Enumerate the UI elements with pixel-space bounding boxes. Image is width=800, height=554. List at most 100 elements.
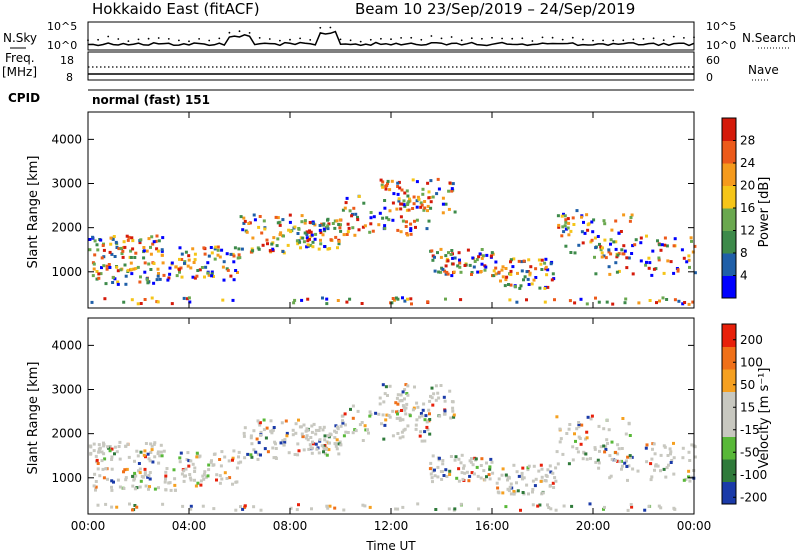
velocity-cell bbox=[504, 505, 508, 509]
power-cell bbox=[659, 248, 663, 252]
velocity-cell bbox=[555, 450, 559, 454]
power-cell bbox=[413, 219, 416, 223]
power-cell bbox=[233, 246, 237, 250]
velocity-cell bbox=[515, 481, 518, 485]
power-cell bbox=[403, 204, 407, 208]
velocity-cell bbox=[134, 474, 138, 478]
power-cell bbox=[114, 240, 118, 244]
power-cell bbox=[528, 271, 532, 275]
power-cell bbox=[151, 242, 155, 246]
power-cell bbox=[95, 270, 99, 273]
velocity-cell bbox=[301, 435, 305, 439]
velocity-cell bbox=[274, 447, 278, 450]
power-cell bbox=[662, 271, 666, 275]
nsky-trace bbox=[87, 30, 695, 47]
power-cell bbox=[617, 231, 621, 235]
power-cell bbox=[412, 195, 416, 199]
power-cell bbox=[92, 267, 96, 271]
velocity-cell bbox=[631, 467, 635, 471]
velocity-cell bbox=[506, 475, 510, 479]
velocity-cell bbox=[153, 487, 157, 491]
power-cell bbox=[520, 269, 524, 273]
power-cell bbox=[305, 233, 309, 236]
velocity-cell bbox=[544, 479, 548, 483]
power-cell bbox=[397, 180, 401, 184]
power-cell bbox=[575, 209, 579, 213]
velocity-cell bbox=[113, 445, 117, 449]
power-cell bbox=[625, 256, 629, 260]
velocity-cell bbox=[626, 508, 630, 512]
velocity-cell bbox=[117, 445, 121, 448]
power-cell bbox=[195, 274, 199, 278]
power-cell bbox=[115, 246, 119, 249]
velocity-cell bbox=[527, 464, 531, 468]
power-cell bbox=[592, 218, 596, 222]
velocity-cell bbox=[442, 474, 446, 477]
power-cell bbox=[222, 260, 226, 264]
power-cell bbox=[97, 272, 101, 276]
velocity-cell bbox=[342, 508, 346, 512]
power-cell bbox=[156, 274, 160, 278]
velocity-cell bbox=[142, 453, 146, 457]
velocity-cell bbox=[688, 479, 692, 483]
velocity-cell bbox=[139, 479, 143, 483]
velocity-cell bbox=[334, 424, 338, 428]
velocity-cell bbox=[360, 421, 364, 424]
power-cell bbox=[406, 233, 410, 237]
power-cell bbox=[167, 276, 171, 280]
velocity-cell bbox=[184, 467, 188, 471]
velocity-cell bbox=[652, 442, 656, 446]
power-cell bbox=[409, 297, 413, 301]
velocity-cell bbox=[607, 428, 611, 432]
power-cell bbox=[436, 177, 440, 181]
power-cell bbox=[120, 252, 124, 255]
velocity-cell bbox=[306, 428, 310, 432]
power-cell bbox=[681, 302, 685, 306]
power-cell bbox=[288, 220, 292, 224]
power-cell bbox=[429, 179, 433, 183]
power-cell bbox=[90, 300, 94, 304]
power-cell bbox=[121, 249, 125, 253]
velocity-cell bbox=[497, 477, 501, 481]
power-cell bbox=[129, 249, 133, 253]
velocity-cell bbox=[549, 507, 553, 511]
velocity-cell bbox=[367, 431, 370, 435]
velocity-cell bbox=[461, 477, 465, 481]
velocity-cell bbox=[665, 466, 669, 470]
power-cell bbox=[293, 298, 297, 302]
power-cell bbox=[594, 296, 597, 300]
power-cell bbox=[237, 253, 241, 257]
power-cell bbox=[203, 252, 207, 256]
power-cell bbox=[403, 191, 407, 195]
power-cell bbox=[321, 296, 324, 300]
velocity-cell bbox=[194, 484, 198, 488]
velocity-cell bbox=[188, 476, 192, 480]
power-cell bbox=[250, 247, 254, 251]
velocity-cell bbox=[144, 442, 148, 445]
power-cell bbox=[313, 237, 317, 241]
power-cell bbox=[132, 267, 136, 271]
velocity-cell bbox=[558, 427, 562, 431]
power-cell bbox=[528, 273, 532, 277]
power-cell bbox=[538, 286, 542, 290]
power-cell bbox=[328, 247, 332, 251]
velocity-cell bbox=[441, 462, 445, 466]
velocity-cell bbox=[274, 442, 277, 446]
power-cell bbox=[527, 258, 531, 262]
power-cell bbox=[567, 233, 571, 237]
power-cell bbox=[520, 260, 524, 264]
power-cell bbox=[339, 223, 342, 227]
power-cell bbox=[629, 216, 633, 219]
velocity-cell bbox=[400, 399, 404, 402]
power-cell bbox=[627, 256, 631, 260]
velocity-cell bbox=[146, 475, 150, 479]
velocity-cell bbox=[339, 443, 343, 447]
power-cell bbox=[450, 274, 454, 278]
velocity-cell bbox=[152, 442, 156, 446]
velocity-cell bbox=[472, 472, 476, 476]
power-cell bbox=[336, 299, 340, 302]
velocity-cell bbox=[602, 427, 606, 431]
velocity-cell bbox=[368, 414, 372, 418]
velocity-cell bbox=[131, 484, 135, 488]
velocity-cell bbox=[636, 469, 640, 473]
